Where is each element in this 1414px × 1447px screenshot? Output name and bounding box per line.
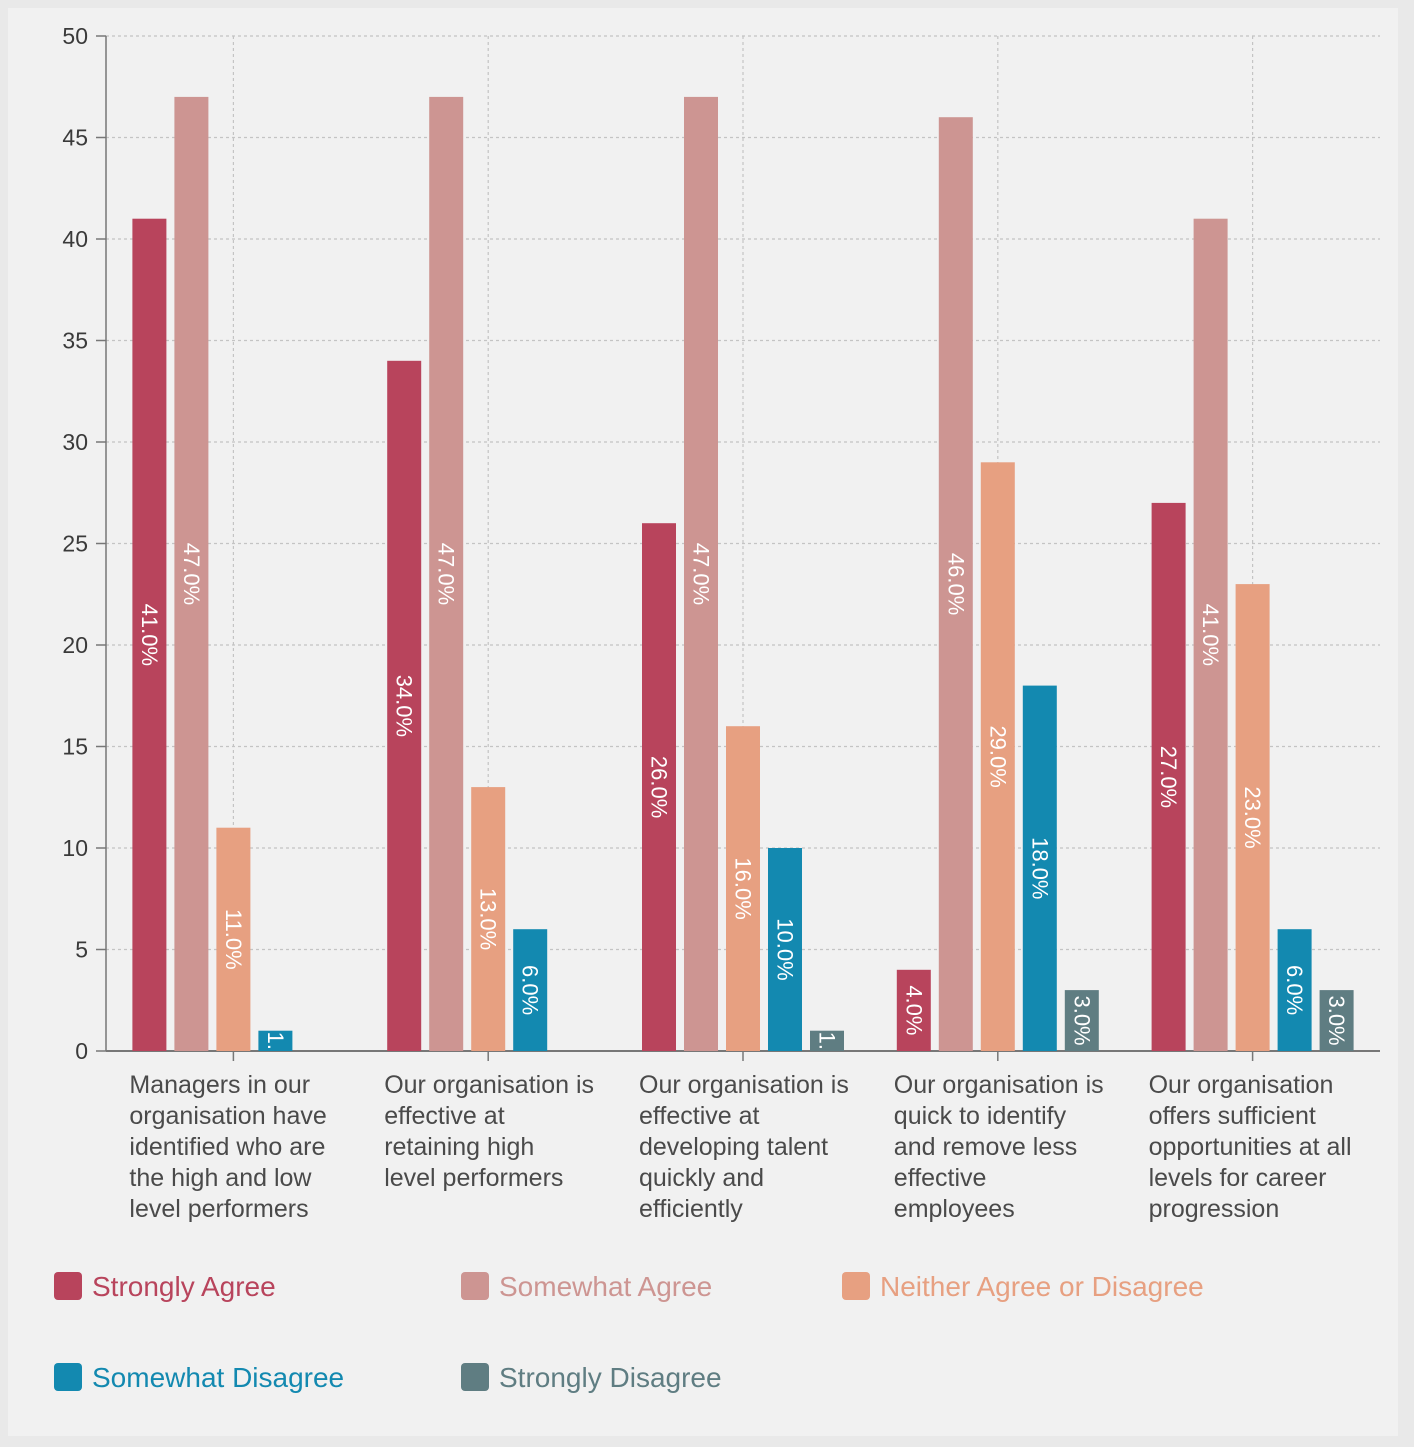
- y-tick-label: 5: [75, 937, 88, 963]
- bar: [768, 848, 802, 1051]
- bar-data-label: 26.0%: [647, 756, 672, 818]
- bar-data-label: 4.0%: [901, 985, 926, 1035]
- legend-label: Somewhat Disagree: [92, 1362, 344, 1393]
- bar-data-label: 3.0%: [1324, 995, 1349, 1045]
- bar: [1151, 502, 1186, 1051]
- x-category-label: level performers: [129, 1195, 308, 1223]
- legend-swatch: [54, 1272, 82, 1300]
- bar: [726, 726, 760, 1051]
- x-category-label: Our organisation is: [384, 1071, 594, 1099]
- x-category-label: effective at: [384, 1102, 505, 1130]
- x-category-label: level performers: [384, 1164, 563, 1192]
- bar: [896, 969, 931, 1051]
- y-tick-label: 45: [62, 125, 88, 151]
- bar: [216, 827, 251, 1051]
- bar-data-label: 13.0%: [476, 888, 501, 950]
- bar: [1022, 685, 1057, 1051]
- bar: [980, 462, 1015, 1051]
- y-tick-label: 50: [62, 23, 88, 49]
- bar-data-label: 6.0%: [518, 965, 543, 1015]
- bar: [1064, 990, 1099, 1051]
- legend-label: Strongly Disagree: [499, 1362, 722, 1393]
- bar-data-label: 47.0%: [689, 543, 714, 605]
- legend-swatch: [461, 1272, 489, 1300]
- bar-data-label: 18.0%: [1027, 837, 1052, 899]
- bar-data-label: 10.0%: [773, 918, 798, 980]
- bar: [810, 1030, 844, 1051]
- y-tick-label: 40: [62, 226, 88, 252]
- bar: [642, 523, 676, 1051]
- bar-data-label: 1.: [263, 1032, 288, 1050]
- x-category-label: progression: [1149, 1195, 1280, 1223]
- bar: [174, 96, 209, 1051]
- bar-data-label: 46.0%: [943, 553, 968, 615]
- x-category-label: efficiently: [639, 1195, 743, 1223]
- x-category-label: organisation have: [129, 1102, 326, 1130]
- bar: [938, 117, 973, 1051]
- bar-data-label: 47.0%: [179, 543, 204, 605]
- x-category-label: retaining high: [384, 1133, 534, 1161]
- y-tick-label: 25: [62, 531, 88, 557]
- y-tick-label: 10: [62, 835, 88, 861]
- bar: [513, 929, 548, 1051]
- bar-data-label: 11.0%: [221, 909, 246, 970]
- bar-data-label: 1.: [815, 1032, 840, 1050]
- x-category-label: levels for career: [1149, 1164, 1327, 1192]
- x-category-label: Managers in our: [129, 1071, 310, 1099]
- legend-label: Somewhat Agree: [499, 1271, 712, 1302]
- x-category-label: the high and low: [129, 1164, 312, 1192]
- x-category-label: effective at: [639, 1102, 760, 1130]
- x-category-label: quick to identify: [894, 1102, 1067, 1130]
- y-tick-label: 20: [62, 632, 88, 658]
- bar-data-label: 34.0%: [392, 675, 417, 737]
- bar-data-label: 47.0%: [434, 543, 459, 605]
- bar: [1235, 584, 1270, 1051]
- bar-data-label: 27.0%: [1156, 746, 1181, 808]
- bar: [429, 96, 464, 1051]
- legend-swatch: [54, 1363, 82, 1391]
- bar: [471, 787, 506, 1051]
- y-tick-label: 35: [62, 328, 88, 354]
- x-category-label: and remove less: [894, 1133, 1077, 1161]
- x-category-label: developing talent: [639, 1133, 828, 1161]
- bar: [1319, 990, 1354, 1051]
- chart-panel: 0 5 10 15 20 25 30 35 40 45 50 41.0% 34.0% 26.0% 4.0% 2…: [8, 8, 1398, 1436]
- x-category-label: identified who are: [129, 1133, 325, 1161]
- x-category-label: Our organisation is: [894, 1071, 1104, 1099]
- legend-swatch: [461, 1363, 489, 1391]
- bar: [258, 1030, 293, 1051]
- x-category-label: quickly and: [639, 1164, 764, 1192]
- x-category-label: employees: [894, 1195, 1015, 1223]
- legend-label: Neither Agree or Disagree: [880, 1271, 1204, 1302]
- bar-data-label: 29.0%: [985, 725, 1010, 787]
- bar: [132, 218, 167, 1051]
- bar-data-label: 41.0%: [137, 604, 162, 666]
- x-category-label: offers sufficient: [1149, 1102, 1316, 1130]
- x-category-label: opportunities at all: [1149, 1133, 1352, 1161]
- bar: [1193, 218, 1228, 1051]
- legend-label: Strongly Agree: [92, 1271, 276, 1302]
- bar-data-label: 23.0%: [1240, 786, 1265, 848]
- bar: [1277, 929, 1312, 1051]
- bar-chart: 0 5 10 15 20 25 30 35 40 45 50 41.0% 34.0% 26.0% 4.0% 2…: [54, 23, 1380, 1393]
- bar-data-label: 16.0%: [731, 857, 756, 919]
- x-category-label: effective: [894, 1164, 987, 1192]
- bar: [684, 96, 718, 1051]
- bar: [387, 360, 422, 1051]
- y-tick-label: 15: [62, 734, 88, 760]
- bar-data-label: 3.0%: [1069, 995, 1094, 1045]
- y-tick-label: 30: [62, 429, 88, 455]
- x-category-label: Our organisation is: [639, 1071, 849, 1099]
- y-tick-label: 0: [75, 1038, 88, 1064]
- bar-data-label: 41.0%: [1198, 604, 1223, 666]
- bar-data-label: 6.0%: [1282, 965, 1307, 1015]
- x-category-label: Our organisation: [1149, 1071, 1334, 1099]
- legend-swatch: [842, 1272, 870, 1300]
